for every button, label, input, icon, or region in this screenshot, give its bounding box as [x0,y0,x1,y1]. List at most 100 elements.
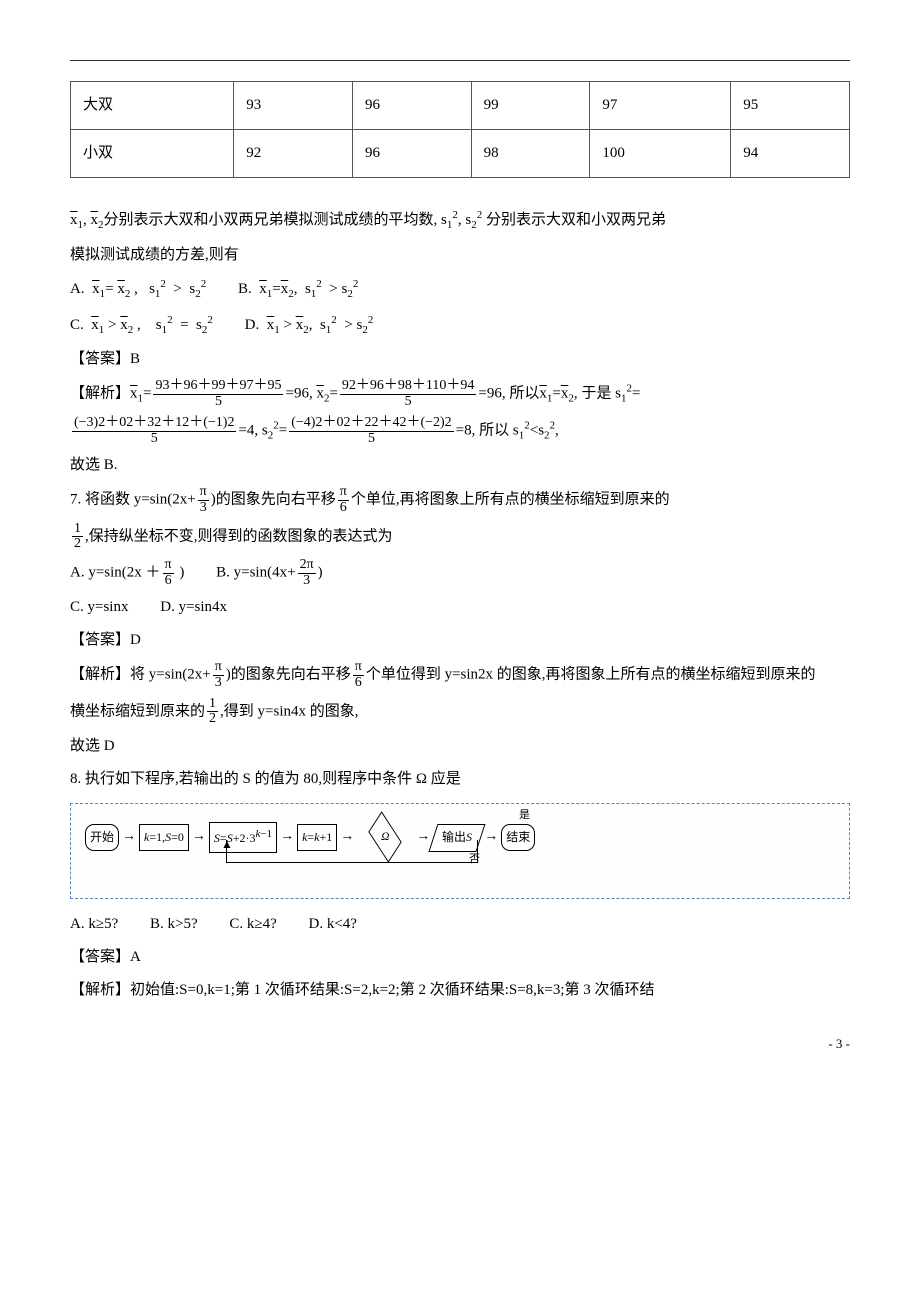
q6-options-row1: A. x1= x2 , s12 > s22 B. x1=x2, s12 > s2… [70,275,850,305]
flow-end: 结束 [501,824,535,852]
frac-num: 92＋96＋98＋110＋94 [340,379,476,395]
text: ,保持纵坐标不变,则得到的函数图象的表达式为 [85,528,393,544]
q8-opt-a: A. k≥5? [70,911,118,938]
q8-stem: 8. 执行如下程序,若输出的 S 的值为 80,则程序中条件 Ω 应是 [70,766,850,793]
arrow-icon: → [192,830,206,844]
frac-num: 1 [207,697,218,713]
text: 个单位得到 y=sin2x 的图象,再将图象上所有点的横坐标缩短到原来的 [366,667,816,683]
frac-num: 2π [298,558,316,574]
explain-label: 【解析】 [70,982,130,998]
flow-loop [226,840,478,863]
cell: 94 [731,130,850,178]
score-table: 大双 93 96 99 97 95 小双 92 96 98 100 94 [70,81,850,178]
q7-opt-b: B. y=sin(4x+2π3) [216,558,323,588]
text: )的图象先向右平移 [226,667,351,683]
text: ) [176,565,185,581]
q7-stem-2: 12,保持纵坐标不变,则得到的函数图象的表达式为 [70,522,850,552]
frac-num: 1 [72,522,83,538]
frac-num: π [338,485,349,501]
explain-text: 初始值:S=0,k=1;第 1 次循环结果:S=2,k=2;第 2 次循环结果:… [130,982,655,998]
frac-num: (−3)2＋02＋32＋12＋(−1)2 [72,416,236,432]
frac-den: 5 [289,432,453,447]
q7-opt-d: D. y=sin4x [160,594,227,621]
q8-opt-d: D. k<4? [309,911,357,938]
q6-explain-1: 【解析】x1=93＋96＋99＋97＋955=96, x2=92＋96＋98＋1… [70,379,850,409]
text: 7. 将函数 y=sin(2x+ [70,492,196,508]
q7-options-row1: A. y=sin(2x ＋π6 ) B. y=sin(4x+2π3) [70,558,850,588]
cell: 93 [234,82,353,130]
q7-opt-c: C. y=sinx [70,594,128,621]
answer-label: 【答案】 [70,632,130,648]
explain-label: 【解析】 [70,386,130,402]
arrow-icon: → [122,830,136,844]
cell: 99 [471,82,590,130]
top-rule [70,60,850,61]
q7-stem: 7. 将函数 y=sin(2x+π3)的图象先向右平移π6个单位,再将图象上所有… [70,485,850,515]
cell: 96 [352,82,471,130]
text: ,得到 y=sin4x 的图象, [220,703,358,719]
page-number: - 3 - [70,1032,850,1055]
answer-value: A [130,949,141,965]
q8-explain: 【解析】初始值:S=0,k=1;第 1 次循环结果:S=2,k=2;第 2 次循… [70,977,850,1004]
q6-stem-2: 模拟测试成绩的方差,则有 [70,242,850,269]
cell: 92 [234,130,353,178]
answer-value: B [130,351,140,367]
cell: 97 [590,82,731,130]
q7-options-row2: C. y=sinx D. y=sin4x [70,594,850,621]
frac-num: π [198,485,209,501]
cell: 小双 [71,130,234,178]
q6-options-row2: C. x1 > x2 , s12 = s22 D. x1 > x2, s12 >… [70,311,850,341]
q6-opt-b: B. x1=x2, s12 > s22 [238,275,358,305]
text: B. y=sin(4x+ [216,565,295,581]
q8-opt-c: C. k≥4? [229,911,276,938]
answer-label: 【答案】 [70,351,130,367]
frac-num: 93＋96＋99＋97＋95 [153,379,283,395]
frac-num: π [353,660,364,676]
q6-opt-a: A. x1= x2 , s12 > s22 [70,275,206,305]
frac-den: 5 [72,432,236,447]
q8-answer: 【答案】A [70,944,850,971]
frac-den: 3 [198,501,209,516]
frac-den: 5 [153,395,283,410]
q6-opt-d: D. x1 > x2, s12 > s22 [245,311,374,341]
frac-den: 6 [338,501,349,516]
cell: 大双 [71,82,234,130]
q6-opt-c: C. x1 > x2 , s12 = s22 [70,311,213,341]
cell: 95 [731,82,850,130]
q6-conclude: 故选 B. [70,452,850,479]
table-row: 小双 92 96 98 100 94 [71,130,850,178]
frac-den: 2 [72,537,83,552]
text: )的图象先向右平移 [211,492,336,508]
q7-opt-a: A. y=sin(2x ＋π6 ) [70,558,184,588]
explain-label: 【解析】 [70,667,130,683]
q7-answer: 【答案】D [70,627,850,654]
text: A. y=sin(2x ＋ [70,565,161,581]
frac-den: 6 [353,676,364,691]
q6-explain-2: (−3)2＋02＋32＋12＋(−1)25=4, s22=(−4)2＋02＋22… [70,416,850,446]
cell: 100 [590,130,731,178]
q8-options: A. k≥5? B. k>5? C. k≥4? D. k<4? [70,911,850,938]
flow-yes-label: 是 [519,806,530,826]
cell: 98 [471,130,590,178]
text: 将 y=sin(2x+ [130,667,211,683]
table-row: 大双 93 96 99 97 95 [71,82,850,130]
flow-start: 开始 [85,824,119,852]
q8-opt-b: B. k>5? [150,911,198,938]
flow-init: k=1,S=0 [139,824,189,852]
q6-stem: x1, x2分别表示大双和小双两兄弟模拟测试成绩的平均数, s12, s22 分… [70,206,850,236]
frac-num: π [163,558,174,574]
frac-den: 3 [298,574,316,589]
arrow-icon: → [484,830,498,844]
frac-num: (−4)2＋02＋22＋42＋(−2)2 [289,416,453,432]
frac-den: 5 [340,395,476,410]
answer-value: D [130,632,141,648]
answer-label: 【答案】 [70,949,130,965]
q7-conclude: 故选 D [70,733,850,760]
q7-explain-1: 【解析】将 y=sin(2x+π3)的图象先向右平移π6个单位得到 y=sin2… [70,660,850,690]
q7-explain-2: 横坐标缩短到原来的12,得到 y=sin4x 的图象, [70,697,850,727]
frac-den: 2 [207,712,218,727]
cell: 96 [352,130,471,178]
arrow-up-icon: ▲ [221,834,233,856]
q6-answer: 【答案】B [70,346,850,373]
text: ) [318,565,323,581]
